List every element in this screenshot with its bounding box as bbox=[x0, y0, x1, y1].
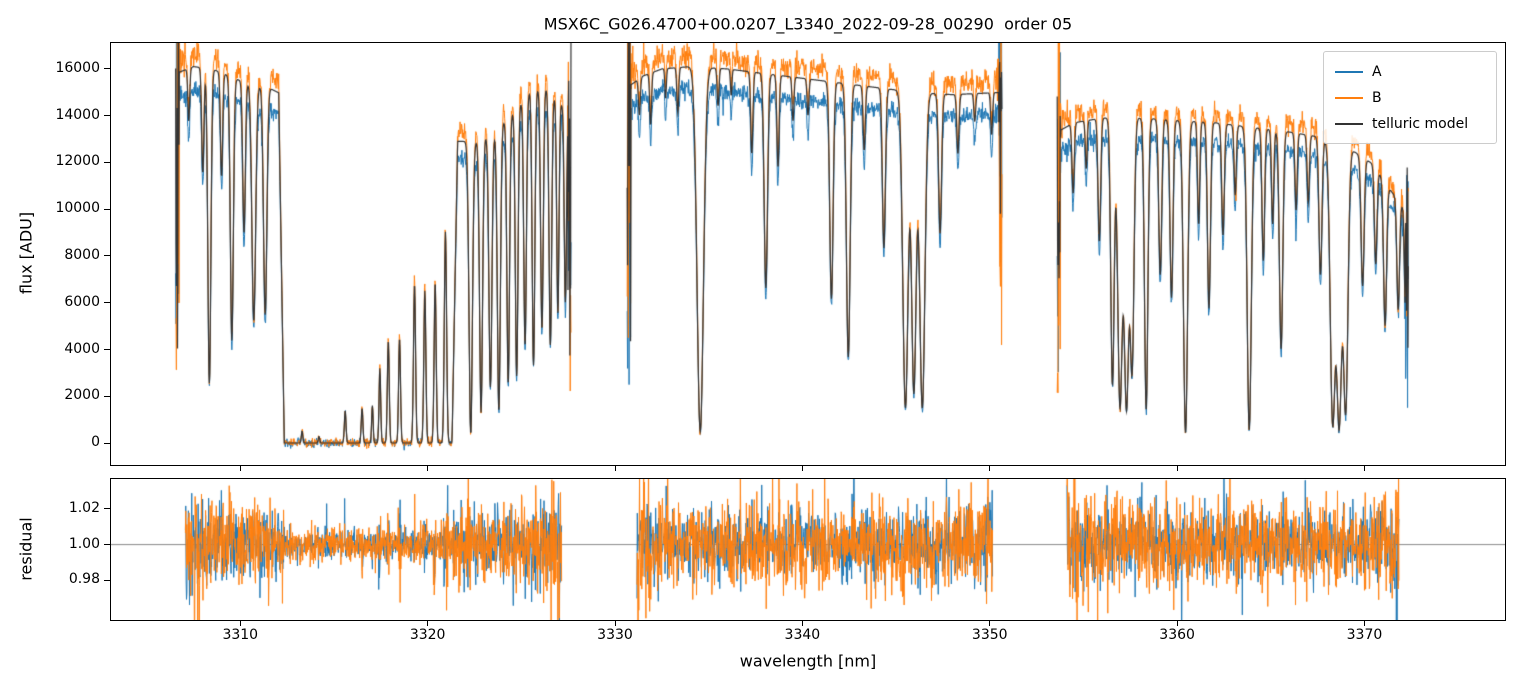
x-tick-mark-flux bbox=[989, 466, 991, 471]
y-tick-mark-flux bbox=[104, 255, 110, 257]
y-tick-mark-flux bbox=[104, 68, 110, 70]
y-tick-mark-flux bbox=[104, 302, 110, 304]
legend-line-swatch-a bbox=[1335, 71, 1363, 73]
chart-title: MSX6C_G026.4700+00.0207_L3340_2022-09-28… bbox=[543, 14, 1073, 34]
x-tick-mark-flux bbox=[239, 466, 241, 471]
legend-entry-a: A bbox=[1324, 59, 1496, 85]
flux-plot-canvas bbox=[111, 43, 1505, 465]
x-tick-mark-residual bbox=[1363, 621, 1365, 626]
legend-label-b: B bbox=[1372, 90, 1382, 106]
y-tick-mark-flux bbox=[104, 115, 110, 117]
legend-line-swatch-b bbox=[1335, 97, 1363, 99]
legend-label-telluric-model: telluric model bbox=[1372, 116, 1469, 132]
y-tick-label-residual: 0.98 bbox=[68, 571, 100, 588]
x-tick-mark-residual bbox=[989, 621, 991, 626]
x-axis-label: wavelength [nm] bbox=[739, 651, 877, 671]
y-tick-label-flux: 16000 bbox=[55, 59, 100, 76]
residual-plot-canvas bbox=[111, 479, 1505, 620]
x-tick-mark-residual bbox=[239, 621, 241, 626]
x-tick-label: 3350 bbox=[971, 627, 1008, 643]
y-tick-mark-flux bbox=[104, 442, 110, 444]
x-tick-label: 3310 bbox=[222, 627, 259, 643]
y-tick-mark-flux bbox=[104, 161, 110, 163]
x-tick-label: 3370 bbox=[1346, 627, 1383, 643]
x-tick-mark-residual bbox=[614, 621, 616, 626]
x-tick-mark-residual bbox=[801, 621, 803, 626]
x-tick-mark-residual bbox=[1176, 621, 1178, 626]
x-tick-mark-flux bbox=[1176, 466, 1178, 471]
legend-label-a: A bbox=[1372, 64, 1382, 80]
y-tick-mark-residual bbox=[104, 508, 110, 510]
y-tick-mark-residual bbox=[104, 544, 110, 546]
x-tick-label: 3340 bbox=[784, 627, 821, 643]
y-tick-label-flux: 2000 bbox=[64, 387, 100, 404]
y-tick-mark-flux bbox=[104, 349, 110, 350]
x-tick-mark-flux bbox=[427, 466, 429, 471]
y-tick-label-flux: 8000 bbox=[64, 246, 100, 263]
y-tick-label-flux: 4000 bbox=[64, 340, 100, 357]
y-tick-label-flux: 6000 bbox=[64, 293, 100, 310]
legend: A B telluric model bbox=[1323, 51, 1497, 144]
legend-entry-telluric-model: telluric model bbox=[1324, 111, 1496, 137]
y-tick-label-residual: 1.00 bbox=[68, 535, 100, 552]
x-tick-mark-residual bbox=[427, 621, 429, 626]
x-tick-mark-flux bbox=[801, 466, 803, 471]
y-tick-mark-flux bbox=[104, 395, 110, 397]
y-tick-label-flux: 0 bbox=[91, 434, 100, 451]
x-tick-label: 3330 bbox=[597, 627, 633, 643]
legend-line-swatch-telluric-model bbox=[1335, 123, 1363, 125]
y-tick-label-flux: 10000 bbox=[55, 200, 100, 217]
x-tick-mark-flux bbox=[1363, 466, 1365, 471]
legend-entry-b: B bbox=[1324, 85, 1496, 111]
y-tick-mark-flux bbox=[104, 208, 110, 210]
x-tick-label: 3360 bbox=[1159, 627, 1195, 643]
flux-panel: A B telluric model bbox=[110, 42, 1506, 466]
y-tick-label-flux: 12000 bbox=[55, 153, 100, 170]
y-tick-label-residual: 1.02 bbox=[68, 499, 100, 516]
x-tick-mark-flux bbox=[614, 466, 616, 471]
x-tick-label: 3320 bbox=[409, 627, 446, 643]
y-tick-label-flux: 14000 bbox=[55, 106, 100, 123]
y-tick-mark-residual bbox=[104, 579, 110, 581]
residual-panel bbox=[110, 478, 1506, 621]
